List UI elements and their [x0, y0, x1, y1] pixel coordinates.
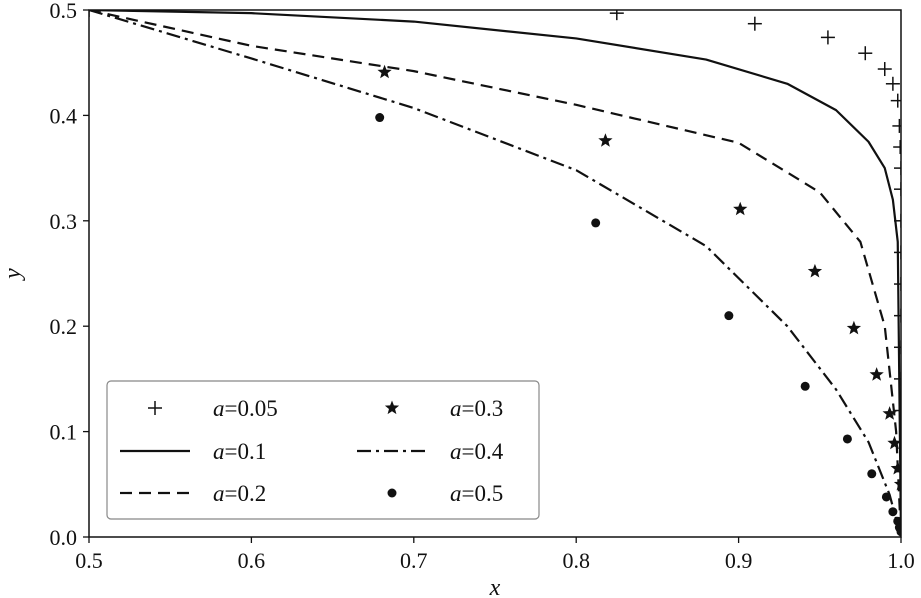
series-0.3: [377, 64, 901, 491]
legend-box: [106, 380, 540, 520]
x-axis-label: x: [489, 575, 501, 598]
point-0.3: [846, 320, 862, 335]
point-0.05: [892, 118, 901, 133]
x-tick-label: 0.7: [400, 548, 428, 573]
legend-var: a: [213, 396, 225, 421]
legend-label-0.3: a=0.3: [450, 396, 503, 421]
point-0.05: [894, 403, 901, 418]
legend-value: =0.2: [225, 481, 267, 506]
y-tick-label: 0.1: [50, 420, 78, 445]
point-0.3: [887, 435, 901, 450]
x-tick-label: 0.5: [75, 548, 103, 573]
point-0.3: [890, 460, 901, 475]
point-0.05: [894, 308, 901, 323]
point-0.05: [894, 277, 901, 292]
point-0.3: [869, 367, 884, 381]
point-0.05: [885, 76, 900, 91]
legend-var: a: [450, 481, 462, 506]
point-0.5: [375, 113, 385, 123]
point-0.5: [842, 434, 852, 444]
series-0.4: [89, 10, 901, 537]
point-0.3: [377, 64, 392, 79]
x-tick-label: 0.9: [725, 548, 753, 573]
y-tick-label: 0.2: [50, 314, 78, 339]
y-tick-label: 0.4: [50, 103, 78, 128]
point-0.05: [609, 10, 624, 21]
legend-value: =0.5: [462, 481, 504, 506]
point-0.5: [724, 311, 734, 321]
point-0.05: [894, 182, 901, 197]
point-0.05: [747, 16, 762, 31]
x-tick-label: 1.0: [887, 548, 915, 573]
point-0.3: [882, 406, 897, 420]
legend-marker-0.3: [384, 400, 400, 415]
legend-label-0.05: a=0.05: [213, 396, 278, 421]
legend-var: a: [450, 439, 462, 464]
point-0.3: [893, 476, 901, 491]
legend-marker-0.5: [387, 488, 397, 498]
axis-ticks: 0.5 0.6 0.7 0.8 0.9 1.0 0.0 0.1 0.2 0.3 0.4 0.5: [50, 0, 915, 573]
series-0.5: [375, 113, 901, 537]
point-0.5: [867, 469, 877, 479]
point-0.5: [896, 527, 901, 537]
legend-var: a: [213, 439, 225, 464]
series-line-0.2: [89, 10, 901, 537]
legend-var: a: [450, 396, 462, 421]
point-0.05: [894, 340, 901, 355]
point-0.3: [807, 263, 823, 278]
point-0.05: [893, 140, 901, 155]
plot-area: [89, 10, 901, 537]
legend-marker-0.05: [148, 401, 162, 415]
legend-var: a: [213, 481, 225, 506]
point-0.05: [820, 30, 835, 45]
point-0.05: [894, 371, 901, 386]
legend-label-0.4: a=0.4: [450, 439, 504, 464]
series-0.2: [89, 10, 901, 537]
y-tick-label: 0.5: [50, 0, 78, 23]
plot-frame: [88, 9, 902, 538]
legend-value: =0.1: [225, 439, 267, 464]
series-line-0.1: [89, 10, 901, 537]
legend-value: =0.05: [225, 396, 278, 421]
legend-label-0.5: a=0.5: [450, 481, 503, 506]
point-0.3: [598, 133, 613, 147]
point-0.5: [591, 218, 601, 228]
point-0.5: [800, 381, 810, 391]
point-0.3: [733, 201, 748, 216]
legend-label-0.2: a=0.2: [213, 481, 266, 506]
y-tick-label: 0.3: [50, 209, 78, 234]
point-0.05: [858, 46, 873, 61]
series-0.1: [89, 10, 901, 537]
point-0.05: [894, 161, 901, 176]
point-0.05: [877, 62, 892, 77]
y-tick-label: 0.0: [50, 525, 78, 550]
legend-label-0.1: a=0.1: [213, 439, 266, 464]
legend-value: =0.4: [462, 439, 504, 464]
x-tick-label: 0.8: [562, 548, 590, 573]
series-line-0.4: [89, 10, 901, 537]
point-0.5: [881, 492, 891, 502]
legend: a=0.05a=0.1a=0.2a=0.3a=0.4a=0.5: [106, 380, 540, 520]
point-0.5: [888, 507, 898, 517]
legend-value: =0.3: [462, 396, 504, 421]
point-0.05: [894, 245, 901, 260]
x-tick-label: 0.6: [238, 548, 266, 573]
point-0.05: [890, 93, 901, 108]
y-axis-label: y: [0, 268, 26, 281]
